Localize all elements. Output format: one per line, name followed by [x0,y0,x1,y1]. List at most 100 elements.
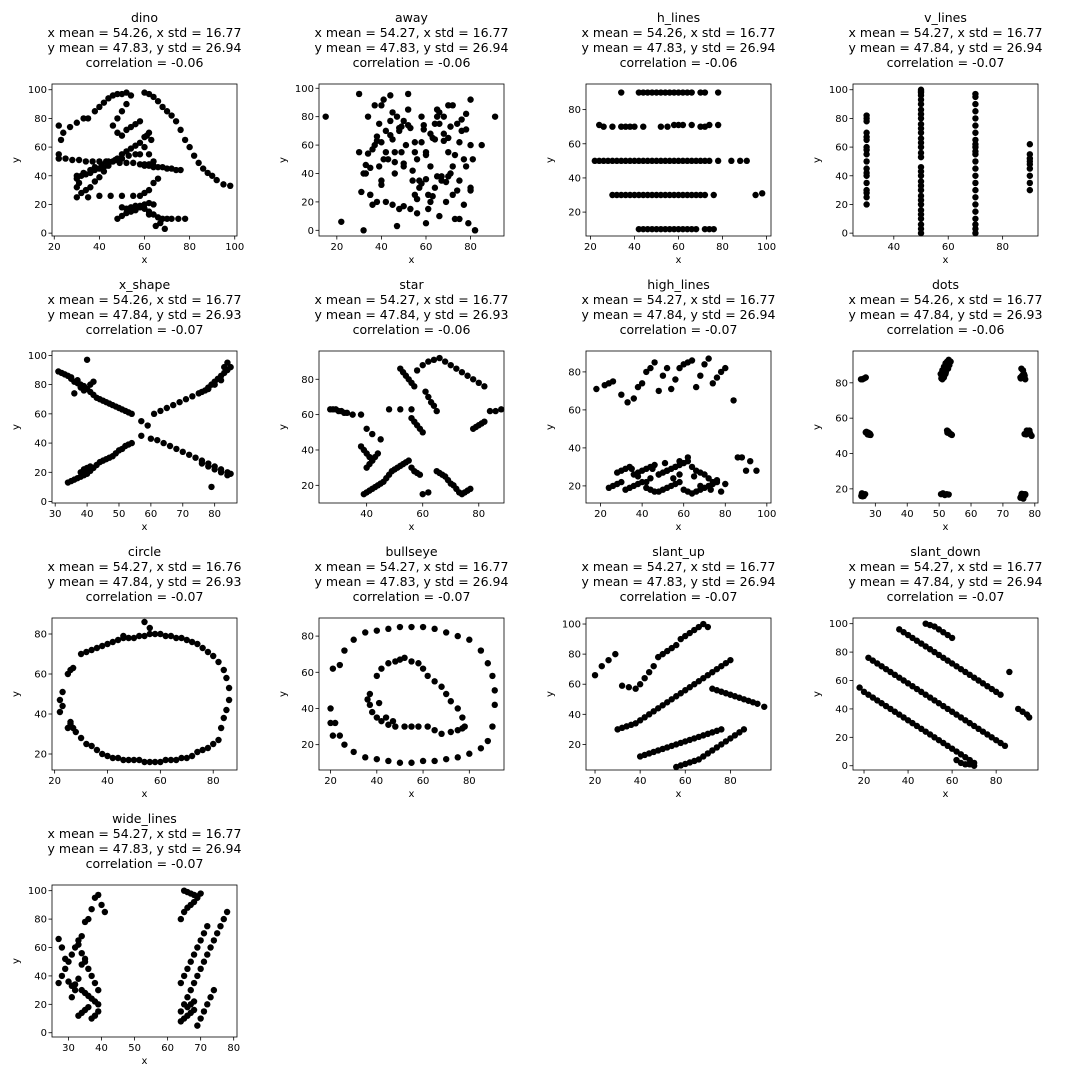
scatter-point [207,944,214,951]
scatter-point [425,191,432,199]
scatter-point [88,972,95,980]
scatter-point [676,458,683,465]
scatter-point [329,665,337,672]
scatter-point [123,100,130,108]
scatter-point [99,750,106,758]
scatter-point [400,160,407,167]
axes-frame [51,884,238,1038]
scatter-point [419,665,427,672]
scatter-point [336,661,344,669]
scatter-point [95,1001,102,1008]
scatter-point [634,473,642,480]
scatter-point [626,123,634,130]
scatter-point [96,192,103,200]
scatter-point [162,632,169,640]
scatter-point [917,149,925,157]
x-tick-label: 60 [672,242,685,253]
scatter-point [114,90,121,98]
scatter-point [972,165,979,172]
scatter-point [679,191,687,199]
scatter-point [856,684,863,691]
x-axis-label: x [409,789,415,800]
scatter-point [223,908,231,916]
scatter-point [123,159,130,167]
y-tick-label: 20 [301,481,314,492]
scatter-point [190,951,198,958]
x-tick-label: 20 [858,776,871,787]
scatter-point [445,134,452,142]
scatter-point [591,671,599,679]
scatter-point [389,136,396,143]
scatter-point [387,117,394,125]
scatter-point [55,979,62,987]
scatter-point [413,156,421,163]
scatter-point [200,930,208,937]
scatter-point [136,756,143,764]
scatter-point [130,192,137,200]
subplot-stat-line: y mean = 47.83, y std = 26.94 [315,574,509,589]
scatter-point [141,143,148,151]
scatter-point [478,141,485,149]
x-tick-label: 30 [49,509,62,520]
scatter-point [635,89,643,96]
y-tick-label: 100 [28,85,47,96]
x-tick-label: 40 [887,242,900,253]
scatter-point [400,202,407,210]
scatter-point [643,478,650,486]
subplot-stat-line: y mean = 47.84, y std = 26.94 [582,307,776,322]
x-tick-label: 80 [463,776,476,787]
scatter-point [199,644,206,652]
scatter-point [701,225,709,233]
scatter-point [157,219,164,227]
scatter-point [997,691,1004,698]
scatter-point [75,156,83,164]
scatter-point [657,225,665,233]
scatter-point [742,467,750,474]
scatter-point [380,156,387,163]
scatter-point [644,89,651,96]
scatter-point [177,979,185,987]
scatter-point [651,359,658,366]
scatter-point [668,644,675,652]
scatter-point [373,672,381,680]
scatter-point [71,944,79,951]
scatter-point [688,463,696,471]
scatter-point [198,460,206,467]
scatter-point [648,89,656,96]
scatter-point [695,623,703,631]
y-tick-label: 20 [34,1000,47,1011]
scatter-point [67,374,75,381]
scatter-point [357,411,365,418]
scatter-point [145,151,153,158]
scatter-point [675,121,682,129]
scatter-point [373,627,381,634]
scatter-point [704,623,712,631]
scatter-point [182,396,190,403]
scatter-point [863,158,870,165]
subplot-stat-line: y mean = 47.83, y std = 26.94 [48,841,242,856]
scatter-point [217,724,225,732]
scatter-point [425,489,432,496]
scatter-point [166,442,174,450]
scatter-point [661,459,669,467]
y-tick-label: 20 [568,481,581,492]
y-tick-label: 60 [301,668,314,679]
scatter-point [917,86,925,93]
scatter-point [635,191,643,199]
scatter-point [641,674,648,682]
scatter-point [659,372,667,379]
y-tick-label: 60 [568,680,581,691]
x-tick-label: 80 [716,242,729,253]
scatter-point [648,225,656,233]
scatter-point [136,118,144,125]
scatter-point [630,395,638,402]
scatter-point [692,191,700,199]
scatter-point [462,110,470,118]
scatter-point [66,123,74,131]
scatter-point [95,891,102,899]
scatter-point [378,181,385,189]
scatter-point [684,225,691,233]
scatter-point [81,955,89,963]
